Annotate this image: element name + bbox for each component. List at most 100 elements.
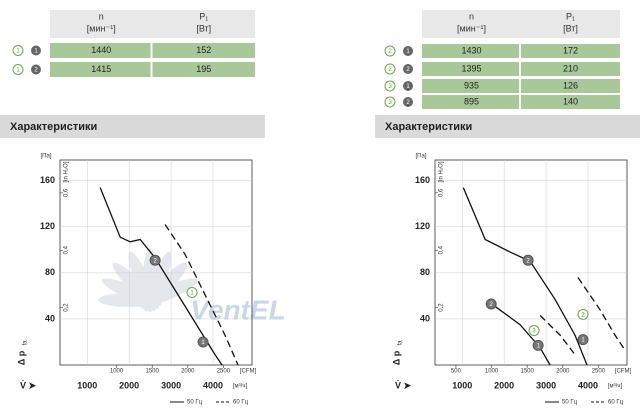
y-tick-label: 120	[415, 221, 430, 231]
y2-tick-label: 0,2	[64, 303, 70, 312]
curve-number: 2	[388, 49, 392, 55]
y-label: Δ p	[391, 350, 401, 365]
point-label: 2	[581, 312, 585, 318]
y2-tick-label: 0,6	[439, 188, 445, 197]
x-tick-label: 3000	[161, 380, 181, 390]
y2-tick-label: 0,4	[439, 245, 445, 254]
operating-point	[577, 308, 589, 320]
curve	[489, 302, 551, 366]
legend-label: 50 Гц	[562, 400, 578, 406]
x2-tick-label: 1500	[520, 369, 534, 375]
cell-bg	[422, 44, 519, 58]
cell-bg	[422, 79, 519, 93]
header-n: n	[99, 11, 104, 21]
variant-icon	[403, 97, 413, 107]
x2-tick-label: 500	[451, 369, 462, 375]
point-label: 3	[532, 329, 536, 335]
cell-bg	[521, 44, 620, 58]
curve-icon	[12, 45, 24, 56]
y2-unit: [in H₂O]	[64, 161, 70, 182]
watermark-blade	[138, 278, 199, 307]
curve-number: 3	[388, 84, 392, 90]
y-unit: [Па]	[416, 154, 427, 160]
curve-icon	[384, 80, 396, 92]
y-tick-label: 160	[40, 175, 55, 185]
operating-point	[522, 254, 534, 266]
curve-number: 1	[16, 49, 20, 55]
x2-tick-label: 1000	[485, 369, 499, 375]
y2-tick-label: 0,4	[64, 245, 70, 254]
x-tick-label: 3000	[536, 380, 556, 390]
header-p: P₁	[566, 11, 575, 21]
legend-label: 60 Гц	[608, 400, 624, 406]
point-label: 2	[153, 258, 157, 264]
y2-tick-label: 0,6	[64, 188, 70, 197]
y-label-sub: fa	[398, 340, 404, 346]
y-tick-label: 40	[420, 313, 430, 323]
x2-tick-label: 1000	[110, 369, 124, 375]
x2-tick-label: 2000	[556, 369, 570, 375]
curve-icon	[384, 45, 396, 57]
power: 126	[563, 80, 578, 90]
speed: 895	[464, 96, 479, 106]
y-label: Δ p	[16, 350, 26, 365]
header-n: n	[469, 11, 474, 21]
header-n-unit: [мин⁻¹]	[87, 23, 116, 33]
x-tick-label: 4000	[578, 380, 598, 390]
variant-number: 2	[406, 67, 410, 73]
watermark: VentEL	[190, 294, 285, 325]
curve	[539, 315, 576, 355]
cell-bg	[50, 62, 151, 77]
section-band	[375, 115, 640, 138]
point-label: 2	[490, 302, 494, 308]
y-tick-label: 40	[45, 313, 55, 323]
y2-unit: [in H₂O]	[439, 161, 445, 182]
speed: 935	[464, 80, 479, 90]
y-tick-label: 160	[415, 175, 430, 185]
x2-unit: [CFM]	[240, 369, 257, 375]
cell-bg	[521, 79, 620, 93]
curve-number: 1	[16, 68, 20, 74]
power: 152	[196, 45, 211, 55]
cell-bg	[422, 95, 519, 109]
power: 195	[196, 64, 211, 74]
x-tick-label: 2000	[494, 380, 514, 390]
variant-icon	[31, 45, 41, 56]
cell-bg	[152, 43, 255, 58]
cell-bg	[422, 62, 519, 76]
legend-label: 50 Гц	[187, 400, 203, 406]
curve	[577, 277, 626, 351]
variant-icon	[403, 46, 413, 56]
curve-number: 2	[388, 67, 392, 73]
table-header-bg	[422, 10, 620, 38]
point-label: 1	[536, 343, 540, 349]
curve-number: 3	[388, 100, 392, 106]
variant-number: 1	[406, 49, 410, 55]
operating-point	[149, 254, 161, 266]
curve	[462, 187, 588, 366]
operating-point	[197, 336, 209, 348]
variant-number: 2	[34, 68, 38, 74]
legend-label: 60 Гц	[233, 400, 249, 406]
x2-tick-label: 2000	[181, 369, 195, 375]
point-label: 1	[201, 340, 205, 346]
cell-bg	[50, 43, 151, 58]
variant-number: 2	[406, 100, 410, 106]
x-tick-label: 1000	[77, 380, 97, 390]
x-unit: [м³/ч]	[608, 384, 623, 390]
header-n-unit: [мин⁻¹]	[457, 23, 486, 33]
header-p-unit: [Вт]	[196, 23, 211, 33]
point-label: 1	[190, 291, 194, 297]
x-unit: [м³/ч]	[233, 384, 248, 390]
x-label: V̇ ➤	[395, 380, 412, 390]
y-tick-label: 120	[40, 221, 55, 231]
y-unit: [Па]	[41, 154, 52, 160]
x-label: V̇ ➤	[20, 380, 37, 390]
x2-tick-label: 2500	[217, 369, 231, 375]
variant-number: 1	[406, 84, 410, 90]
power: 210	[563, 63, 578, 73]
speed: 1415	[91, 64, 111, 74]
point-label: 2	[526, 258, 530, 264]
table-header-bg	[50, 10, 255, 38]
